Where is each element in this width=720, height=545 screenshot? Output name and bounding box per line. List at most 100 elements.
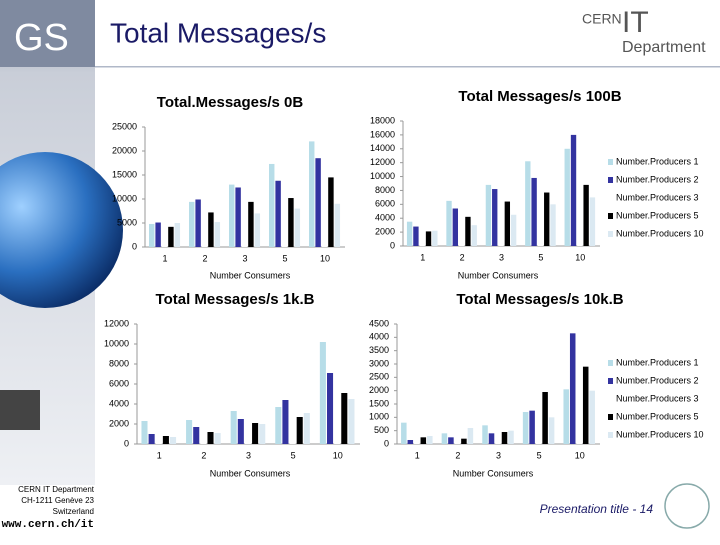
bar bbox=[485, 184, 492, 246]
logo-left: GS bbox=[14, 17, 69, 59]
bar bbox=[406, 221, 413, 246]
legend-label: Number.Producers 3 bbox=[616, 393, 699, 403]
logo-cern: CERN bbox=[582, 11, 622, 27]
legend-swatch bbox=[608, 414, 613, 420]
bar bbox=[525, 161, 531, 246]
bar bbox=[471, 225, 477, 246]
chart-title: Total.Messages/s 0B bbox=[157, 94, 304, 111]
x-tick-label: 3 bbox=[246, 450, 251, 460]
y-tick-label: 1000 bbox=[369, 412, 389, 422]
chart-title: Total Messages/s 10k.B bbox=[456, 291, 623, 308]
x-tick-label: 5 bbox=[537, 450, 542, 460]
x-tick-label: 3 bbox=[499, 252, 504, 262]
bar bbox=[214, 433, 221, 444]
legend-label: Number.Producers 2 bbox=[616, 174, 699, 184]
bar bbox=[401, 422, 407, 444]
bar bbox=[148, 434, 155, 444]
bar bbox=[348, 399, 355, 444]
y-tick-label: 5000 bbox=[117, 217, 137, 227]
bar bbox=[452, 208, 459, 246]
x-tick-label: 3 bbox=[242, 253, 247, 263]
bar bbox=[441, 433, 448, 444]
y-tick-label: 2000 bbox=[375, 226, 395, 236]
bar bbox=[328, 177, 334, 247]
bar bbox=[544, 192, 550, 246]
y-tick-label: 8000 bbox=[109, 358, 129, 368]
bar bbox=[482, 425, 488, 444]
bar bbox=[531, 177, 537, 246]
bar bbox=[296, 417, 303, 444]
bar bbox=[281, 189, 288, 247]
legend-swatch bbox=[608, 360, 613, 366]
bar bbox=[576, 377, 582, 444]
bar bbox=[275, 180, 281, 247]
legend-swatch bbox=[608, 231, 613, 237]
bar bbox=[414, 438, 420, 444]
y-tick-label: 8000 bbox=[375, 185, 395, 195]
legend-label: Number.Producers 5 bbox=[616, 210, 699, 220]
bar bbox=[458, 212, 465, 246]
x-tick-label: 1 bbox=[420, 252, 425, 262]
bar bbox=[229, 184, 235, 247]
cern-logo bbox=[664, 483, 710, 529]
address-line: CERN IT Department bbox=[18, 485, 95, 494]
x-tick-label: 1 bbox=[415, 450, 420, 460]
bar bbox=[244, 421, 251, 444]
bar bbox=[230, 411, 237, 444]
bar bbox=[208, 212, 214, 247]
bar bbox=[492, 189, 498, 246]
bar bbox=[248, 201, 254, 247]
legend-label: Number.Producers 1 bbox=[616, 357, 699, 367]
bar bbox=[564, 148, 570, 246]
bar bbox=[170, 437, 177, 444]
bar bbox=[288, 198, 294, 247]
x-tick-label: 5 bbox=[291, 450, 296, 460]
y-tick-label: 4000 bbox=[375, 213, 395, 223]
bar bbox=[214, 222, 221, 247]
x-tick-label: 10 bbox=[575, 252, 585, 262]
y-tick-label: 16000 bbox=[370, 129, 395, 139]
address-line: CH-1211 Genève 23 bbox=[21, 496, 94, 505]
bar bbox=[420, 437, 427, 444]
bar bbox=[448, 437, 454, 444]
legend-label: Number.Producers 10 bbox=[616, 228, 704, 238]
legend-swatch bbox=[608, 396, 613, 402]
x-tick-label: 2 bbox=[460, 252, 465, 262]
bar bbox=[465, 216, 471, 246]
chart-title: Total Messages/s 100B bbox=[458, 88, 621, 105]
bar bbox=[548, 417, 555, 444]
bar bbox=[155, 222, 161, 247]
bar bbox=[174, 223, 181, 247]
legend-swatch bbox=[608, 213, 613, 219]
bar bbox=[235, 187, 241, 247]
charts: Total.Messages/s 0B050001000015000200002… bbox=[104, 88, 704, 478]
bar bbox=[275, 407, 282, 444]
bar bbox=[467, 428, 474, 444]
bar bbox=[537, 186, 544, 246]
x-axis-label: Number Consumers bbox=[453, 468, 534, 478]
bar bbox=[425, 231, 432, 246]
y-tick-label: 10000 bbox=[104, 338, 129, 348]
bar bbox=[241, 194, 248, 247]
bar bbox=[315, 158, 321, 247]
y-tick-label: 10000 bbox=[112, 193, 137, 203]
device-image bbox=[0, 390, 40, 430]
y-tick-label: 18000 bbox=[370, 115, 395, 125]
bar bbox=[289, 409, 296, 444]
y-tick-label: 2000 bbox=[369, 385, 389, 395]
bar bbox=[334, 203, 341, 247]
bar bbox=[168, 226, 174, 247]
bar bbox=[504, 201, 511, 246]
bar bbox=[488, 433, 495, 444]
bar bbox=[419, 228, 425, 246]
bar bbox=[510, 214, 517, 246]
slide-number: Presentation title - 14 bbox=[540, 502, 654, 516]
y-tick-label: 1500 bbox=[369, 398, 389, 408]
x-tick-label: 5 bbox=[538, 252, 543, 262]
bar bbox=[583, 184, 589, 246]
legend-label: Number.Producers 3 bbox=[616, 192, 699, 202]
bar bbox=[201, 203, 208, 247]
slide-title: Total Messages/s bbox=[110, 17, 326, 48]
bar bbox=[162, 436, 169, 444]
